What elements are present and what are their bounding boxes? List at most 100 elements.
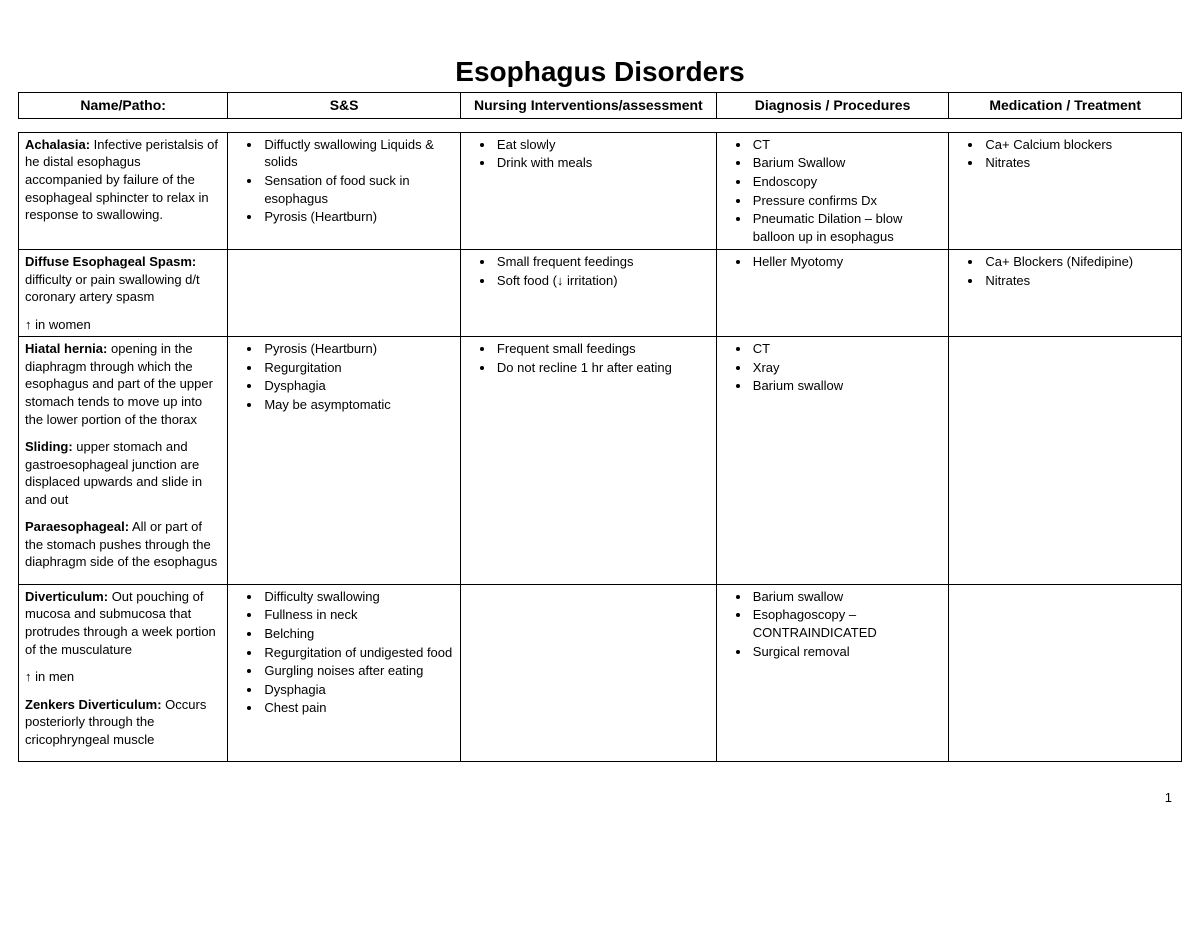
list-item: Barium Swallow <box>751 154 943 172</box>
cell-med: Ca+ Calcium blockersNitrates <box>949 132 1182 249</box>
cell-list: Heller Myotomy <box>723 253 943 271</box>
col-header-nursing: Nursing Interventions/assessment <box>460 93 716 119</box>
cell-med <box>949 337 1182 585</box>
cell-dx: CTBarium SwallowEndoscopyPressure confir… <box>716 132 949 249</box>
patho-term: Paraesophageal: <box>25 519 129 534</box>
patho-block: ↑ in women <box>25 316 221 334</box>
table-row: Diffuse Esophageal Spasm: difficulty or … <box>19 250 1182 337</box>
cell-dx: Heller Myotomy <box>716 250 949 337</box>
cell-list: Pyrosis (Heartburn)RegurgitationDysphagi… <box>234 340 454 413</box>
patho-desc: ↑ in women <box>25 317 91 332</box>
cell-nursing <box>460 584 716 761</box>
patho-block: Paraesophageal: All or part of the stoma… <box>25 518 221 571</box>
page-number: 1 <box>18 790 1182 805</box>
list-item: Barium swallow <box>751 588 943 606</box>
patho-desc: ↑ in men <box>25 669 74 684</box>
cell-ss: Diffuctly swallowing Liquids & solidsSen… <box>228 132 461 249</box>
list-item: Pneumatic Dilation – blow balloon up in … <box>751 210 943 245</box>
list-item: Pyrosis (Heartburn) <box>262 340 454 358</box>
list-item: CT <box>751 340 943 358</box>
list-item: Ca+ Blockers (Nifedipine) <box>983 253 1175 271</box>
header-row: Name/Patho: S&S Nursing Interventions/as… <box>19 93 1182 119</box>
list-item: CT <box>751 136 943 154</box>
col-header-name: Name/Patho: <box>19 93 228 119</box>
cell-list: Ca+ Blockers (Nifedipine)Nitrates <box>955 253 1175 289</box>
cell-med <box>949 584 1182 761</box>
patho-block: Zenkers Diverticulum: Occurs posteriorly… <box>25 696 221 749</box>
list-item: Endoscopy <box>751 173 943 191</box>
cell-name-patho: Achalasia: Infective peristalsis of he d… <box>19 132 228 249</box>
patho-block: Sliding: upper stomach and gastroesophag… <box>25 438 221 508</box>
patho-block: ↑ in men <box>25 668 221 686</box>
table-row: Hiatal hernia: opening in the diaphragm … <box>19 337 1182 585</box>
cell-dx: CTXrayBarium swallow <box>716 337 949 585</box>
cell-ss: Pyrosis (Heartburn)RegurgitationDysphagi… <box>228 337 461 585</box>
list-item: Heller Myotomy <box>751 253 943 271</box>
patho-block: Achalasia: Infective peristalsis of he d… <box>25 136 221 224</box>
cell-list: Ca+ Calcium blockersNitrates <box>955 136 1175 172</box>
list-item: Ca+ Calcium blockers <box>983 136 1175 154</box>
list-item: Xray <box>751 359 943 377</box>
list-item: Surgical removal <box>751 643 943 661</box>
patho-term: Diffuse Esophageal Spasm: <box>25 254 196 269</box>
cell-list: Difficulty swallowingFullness in neckBel… <box>234 588 454 717</box>
disorders-table: Name/Patho: S&S Nursing Interventions/as… <box>18 92 1182 762</box>
cell-list: Barium swallowEsophagoscopy – CONTRAINDI… <box>723 588 943 660</box>
list-item: Regurgitation of undigested food <box>262 644 454 662</box>
list-item: Gurgling noises after eating <box>262 662 454 680</box>
cell-nursing: Eat slowlyDrink with meals <box>460 132 716 249</box>
cell-ss: Difficulty swallowingFullness in neckBel… <box>228 584 461 761</box>
list-item: May be asymptomatic <box>262 396 454 414</box>
cell-list: Small frequent feedingsSoft food (↓ irri… <box>467 253 710 289</box>
list-item: Sensation of food suck in esophagus <box>262 172 454 207</box>
list-item: Fullness in neck <box>262 606 454 624</box>
col-header-dx: Diagnosis / Procedures <box>716 93 949 119</box>
list-item: Regurgitation <box>262 359 454 377</box>
table-row: Diverticulum: Out pouching of mucosa and… <box>19 584 1182 761</box>
cell-ss <box>228 250 461 337</box>
patho-block: Hiatal hernia: opening in the diaphragm … <box>25 340 221 428</box>
cell-list: Diffuctly swallowing Liquids & solidsSen… <box>234 136 454 226</box>
list-item: Soft food (↓ irritation) <box>495 272 710 290</box>
list-item: Dysphagia <box>262 681 454 699</box>
cell-dx: Barium swallowEsophagoscopy – CONTRAINDI… <box>716 584 949 761</box>
list-item: Nitrates <box>983 154 1175 172</box>
list-item: Belching <box>262 625 454 643</box>
cell-name-patho: Diverticulum: Out pouching of mucosa and… <box>19 584 228 761</box>
list-item: Pyrosis (Heartburn) <box>262 208 454 226</box>
patho-block: Diffuse Esophageal Spasm: difficulty or … <box>25 253 221 306</box>
col-header-med: Medication / Treatment <box>949 93 1182 119</box>
patho-term: Zenkers Diverticulum: <box>25 697 162 712</box>
cell-nursing: Frequent small feedingsDo not recline 1 … <box>460 337 716 585</box>
cell-med: Ca+ Blockers (Nifedipine)Nitrates <box>949 250 1182 337</box>
list-item: Do not recline 1 hr after eating <box>495 359 710 377</box>
list-item: Esophagoscopy – CONTRAINDICATED <box>751 606 943 641</box>
patho-term: Achalasia: <box>25 137 90 152</box>
patho-term: Diverticulum: <box>25 589 108 604</box>
cell-list: Frequent small feedingsDo not recline 1 … <box>467 340 710 376</box>
page-title: Esophagus Disorders <box>18 56 1182 88</box>
list-item: Small frequent feedings <box>495 253 710 271</box>
cell-list: CTXrayBarium swallow <box>723 340 943 395</box>
table-row: Achalasia: Infective peristalsis of he d… <box>19 132 1182 249</box>
list-item: Pressure confirms Dx <box>751 192 943 210</box>
list-item: Frequent small feedings <box>495 340 710 358</box>
list-item: Barium swallow <box>751 377 943 395</box>
cell-list: CTBarium SwallowEndoscopyPressure confir… <box>723 136 943 245</box>
patho-term: Hiatal hernia: <box>25 341 107 356</box>
list-item: Drink with meals <box>495 154 710 172</box>
cell-list: Eat slowlyDrink with meals <box>467 136 710 172</box>
patho-desc: difficulty or pain swallowing d/t corona… <box>25 272 200 305</box>
col-header-ss: S&S <box>228 93 461 119</box>
header-gap-row <box>19 118 1182 132</box>
patho-block: Diverticulum: Out pouching of mucosa and… <box>25 588 221 658</box>
list-item: Difficulty swallowing <box>262 588 454 606</box>
list-item: Chest pain <box>262 699 454 717</box>
patho-term: Sliding: <box>25 439 73 454</box>
list-item: Nitrates <box>983 272 1175 290</box>
cell-name-patho: Diffuse Esophageal Spasm: difficulty or … <box>19 250 228 337</box>
list-item: Diffuctly swallowing Liquids & solids <box>262 136 454 171</box>
cell-nursing: Small frequent feedingsSoft food (↓ irri… <box>460 250 716 337</box>
list-item: Eat slowly <box>495 136 710 154</box>
list-item: Dysphagia <box>262 377 454 395</box>
